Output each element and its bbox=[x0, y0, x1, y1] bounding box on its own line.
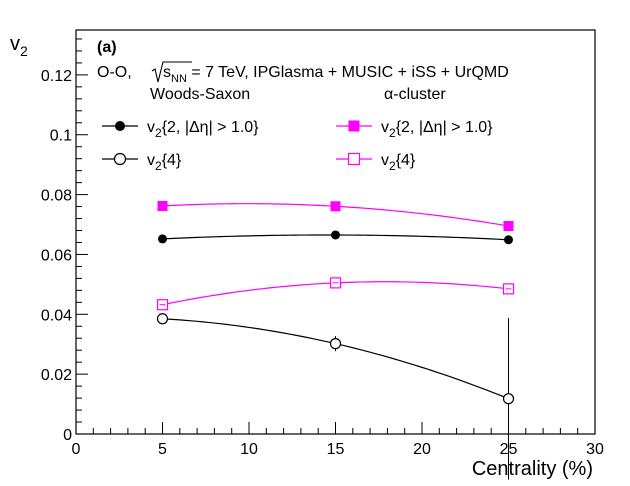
svg-text:sNN = 7 TeV, IPGlasma + MUSIC: sNN = 7 TeV, IPGlasma + MUSIC + iSS + Ur… bbox=[163, 64, 509, 85]
legend-entry-woods-saxon-0: v2{2, |Δη| > 1.0} bbox=[102, 119, 259, 140]
legend-marker-filled-circle bbox=[115, 121, 125, 131]
x-tick-label: 10 bbox=[240, 441, 258, 458]
x-tick-label: 15 bbox=[327, 441, 345, 458]
legend-label: v2{4} bbox=[381, 152, 416, 173]
legend-marker-open-circle bbox=[113, 152, 127, 166]
y-tick-label: 0.1 bbox=[50, 128, 72, 145]
x-tick-label: 30 bbox=[586, 441, 604, 458]
panel-label: (a) bbox=[97, 39, 117, 56]
y-tick-label: 0.08 bbox=[41, 188, 72, 205]
data-point-woods-saxon-open-circle bbox=[502, 393, 515, 405]
y-tick-label: 0.02 bbox=[41, 367, 72, 384]
data-point-cluster-filled-square bbox=[330, 201, 341, 212]
x-axis-title: Centrality (%) bbox=[472, 458, 593, 480]
y-axis-title: v2 bbox=[10, 33, 28, 59]
legend-label: v2{4} bbox=[147, 152, 182, 173]
data-point-cluster-filled-square bbox=[503, 221, 514, 232]
x-tick-label: 5 bbox=[158, 441, 167, 458]
energy-label: sNN = 7 TeV, IPGlasma + MUSIC + iSS + Ur… bbox=[151, 61, 509, 85]
legend-marker-filled-square bbox=[348, 120, 360, 132]
legend-entry-cluster-3: v2{4} bbox=[336, 152, 416, 173]
y-tick-label: 0.12 bbox=[41, 68, 72, 85]
legend-entry-cluster-2: v2{2, |Δη| > 1.0} bbox=[336, 119, 493, 140]
data-point-woods-saxon-filled-circle bbox=[504, 235, 513, 245]
legend-label: v2{2, |Δη| > 1.0} bbox=[147, 119, 259, 140]
y-tick-label: 0.04 bbox=[41, 307, 72, 324]
legend-group-woods-saxon: Woods-Saxon bbox=[150, 86, 250, 103]
series-curve-woods-saxon-1 bbox=[162, 318, 509, 400]
y-tick-label: 0 bbox=[63, 427, 72, 444]
data-point-woods-saxon-filled-circle bbox=[158, 234, 167, 244]
data-point-cluster-filled-square bbox=[157, 200, 168, 211]
system-label: O-O, bbox=[97, 64, 132, 81]
sqrt-sign-icon bbox=[151, 61, 192, 83]
x-tick-label: 20 bbox=[413, 441, 431, 458]
data-point-woods-saxon-open-circle bbox=[329, 338, 342, 350]
legend-label: v2{2, |Δη| > 1.0} bbox=[381, 119, 493, 140]
data-point-woods-saxon-filled-circle bbox=[331, 230, 340, 240]
data-point-woods-saxon-open-circle bbox=[156, 313, 169, 325]
legend: v2{2, |Δη| > 1.0} v2{4} v2{2, |Δη| > 1.0} v… bbox=[102, 119, 493, 173]
x-tick-label: 25 bbox=[500, 441, 518, 458]
legend-entry-woods-saxon-1: v2{4} bbox=[102, 152, 182, 173]
legend-group-alpha-cluster: α-cluster bbox=[384, 86, 446, 103]
x-tick-label: 0 bbox=[72, 441, 81, 458]
y-tick-label: 0.06 bbox=[41, 247, 72, 264]
legend-marker-open-square bbox=[347, 152, 361, 166]
